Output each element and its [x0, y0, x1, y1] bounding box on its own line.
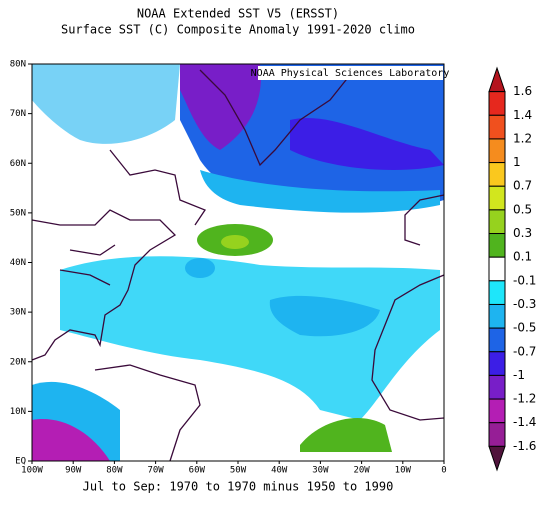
lat-label: 40N	[10, 258, 26, 268]
colorbar-box	[488, 138, 506, 164]
lon-label: 20W	[353, 466, 370, 476]
lat-label: 10N	[10, 407, 26, 417]
lat-label: 20N	[10, 357, 26, 367]
credit: NOAA Physical Sciences Laboratory	[251, 68, 450, 79]
colorbar-box	[488, 91, 506, 116]
lat-label: EQ	[15, 457, 26, 467]
colorbar-label: 0.3	[513, 226, 532, 240]
colorbar-label: 0.1	[513, 250, 532, 264]
lat-label: 70N	[10, 109, 26, 119]
colorbar-label: 0.7	[513, 179, 532, 193]
lon-label: 50W	[230, 466, 247, 476]
colorbar-box	[488, 114, 506, 140]
borders	[59, 244, 116, 286]
lat-label: 30N	[10, 308, 26, 318]
lat-label: 50N	[10, 208, 26, 218]
lon-label: 70W	[147, 466, 164, 476]
colorbar-box	[488, 185, 506, 211]
lon-label: 90W	[65, 466, 82, 476]
map-area: NOAA Physical Sciences Laboratory	[31, 63, 450, 462]
colorbar-box	[488, 280, 506, 305]
anomaly-tropics-warm	[300, 417, 392, 452]
colorbar-triangle	[488, 445, 506, 472]
lon-label: 80W	[106, 466, 123, 476]
colorbar-box	[488, 233, 506, 258]
colorbar-label: -1.6	[513, 439, 536, 453]
colorbar-label: 1	[513, 155, 521, 169]
anomaly-subtropics-blue	[269, 295, 380, 337]
colorbar-box	[488, 327, 506, 353]
colorbar-label: -1	[513, 368, 525, 382]
colorbar-label: 0.5	[513, 202, 532, 216]
colorbar-label: -0.7	[513, 344, 536, 358]
colorbar-box	[488, 422, 506, 447]
anomaly-subtropics	[60, 256, 440, 420]
anomaly-north-deep	[290, 117, 444, 170]
colorbar-label: 1.2	[513, 131, 532, 145]
colorbar-label: -0.5	[513, 321, 536, 335]
colorbar-label: -1.4	[513, 415, 536, 429]
subtitle: Surface SST (C) Composite Anomaly 1991-2…	[61, 23, 415, 37]
anomaly-arctic	[32, 64, 180, 144]
coastline-africa	[371, 274, 445, 421]
anomaly-north-edge	[200, 170, 440, 213]
colorbar-box	[488, 303, 506, 329]
colorbar-triangle	[488, 66, 506, 93]
colorbar-label: -0.3	[513, 297, 536, 311]
title: NOAA Extended SST V5 (ERSST)	[137, 7, 339, 21]
colorbar-box	[488, 351, 506, 376]
colorbar-box	[488, 256, 506, 282]
anomaly-spot	[185, 258, 215, 278]
lon-label: 10W	[395, 466, 412, 476]
colorbar-label: 1.4	[513, 108, 532, 122]
footer: Jul to Sep: 1970 to 1970 minus 1950 to 1…	[83, 480, 394, 494]
colorbar-box	[488, 209, 506, 235]
lon-label: 30W	[312, 466, 329, 476]
lon-label: 60W	[189, 466, 206, 476]
anomaly-warm-core	[221, 235, 249, 249]
anomaly-north-purple	[180, 64, 261, 150]
lon-label: 0	[441, 466, 446, 476]
anomaly-pacific-purple	[32, 419, 110, 461]
lon-label: 40W	[271, 466, 288, 476]
lon-label: 100W	[21, 466, 43, 476]
lat-label: 80N	[10, 60, 26, 70]
colorbar-box	[488, 374, 506, 400]
colorbar-label: -0.1	[513, 273, 536, 287]
lat-label: 60N	[10, 159, 26, 169]
colorbar-box	[488, 162, 506, 187]
colorbar-label: 1.6	[513, 84, 532, 98]
colorbar-label: -1.2	[513, 392, 536, 406]
coastline-canada	[109, 149, 206, 226]
coastline-europe	[404, 194, 445, 246]
coastline-greenland	[199, 69, 351, 167]
coastline-south-america	[94, 364, 201, 462]
colorbar-box	[488, 398, 506, 424]
credit-box	[258, 66, 443, 80]
coastline-north-america	[31, 209, 177, 361]
